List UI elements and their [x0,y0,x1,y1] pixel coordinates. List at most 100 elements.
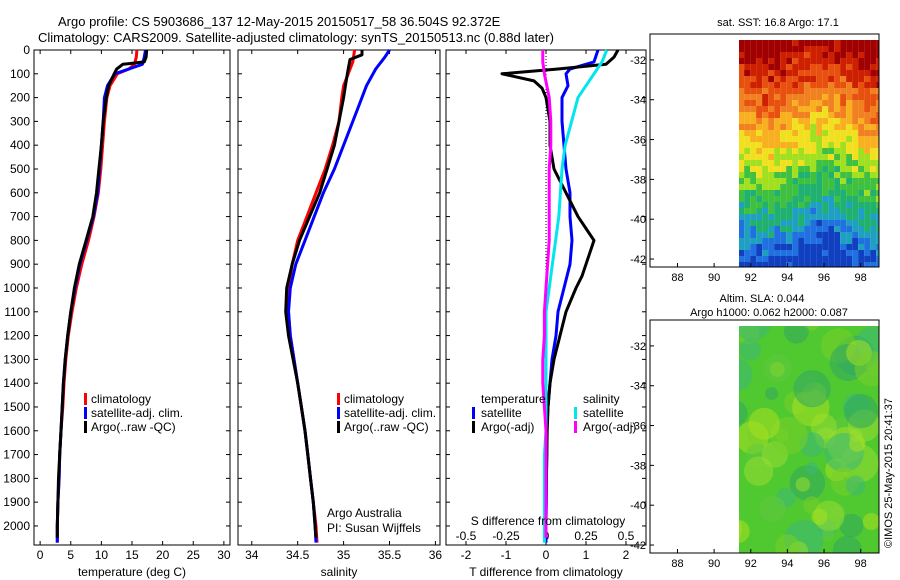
sst-cell [756,76,763,82]
sst-cell [768,262,775,267]
sst-cell [756,88,763,94]
sst-cell [810,142,817,148]
sst-cell [840,148,847,154]
sst-cell [816,214,823,220]
sst-cell [864,172,871,178]
legend-label: satellite [583,406,624,420]
sst-cell [798,154,805,160]
sst-cell [834,154,841,160]
sst-cell [828,88,835,94]
sst-cell [804,232,811,238]
sst-cell [774,262,781,267]
sst-cell [876,130,879,136]
sst-cell [816,190,823,196]
sst-cell [792,94,799,100]
sst-cell [852,184,859,190]
sst-cell [756,112,763,118]
sst-cell [852,46,859,52]
y-tick-label: 1500 [3,400,30,414]
sst-cell [846,94,853,100]
sst-cell [756,118,763,124]
sst-cell [780,112,787,118]
map-y-tick-label: -34 [630,95,646,107]
sst-cell [744,64,751,70]
map-y-tick-label: -36 [630,421,646,433]
sst-cell [774,40,781,46]
sst-cell [828,100,835,106]
sla-blob [854,351,879,387]
sst-cell [840,82,847,88]
sst-cell [762,166,769,172]
sst-cell [846,136,853,142]
sst-cell [739,94,745,100]
sst-cell [774,196,781,202]
sst-cell [739,40,745,46]
sst-cell [780,262,787,267]
sst-cell [834,100,841,106]
sst-cell [846,124,853,130]
sst-cell [798,226,805,232]
sst-cell [834,196,841,202]
sst-cell [810,70,817,76]
sst-cell [816,160,823,166]
sst-cell [864,232,871,238]
sst-cell [858,64,865,70]
sla-blob [862,513,879,530]
sst-cell [822,190,829,196]
sst-cell [810,106,817,112]
sst-cell [876,220,879,226]
legend-label: Argo(..raw -QC) [344,420,429,434]
sst-cell [816,256,823,262]
sst-cell [798,70,805,76]
sst-cell [804,220,811,226]
sst-cell [828,250,835,256]
sla-map-title: Altim. SLA: 0.044 [720,293,805,305]
y-tick-label: 1200 [3,329,30,343]
legend-swatch-argo [337,421,340,433]
sst-cell [774,124,781,130]
sst-cell [762,250,769,256]
sst-cell [792,208,799,214]
sst-cell [792,142,799,148]
sst-cell [816,202,823,208]
sst-cell [828,106,835,112]
sst-cell [840,46,847,52]
sst-cell [834,112,841,118]
sst-cell [876,112,879,118]
sst-cell [828,76,835,82]
sst-cell [822,184,829,190]
sst-cell [786,112,793,118]
sst-cell [756,58,763,64]
sst-cell [798,100,805,106]
sst-cell [744,118,751,124]
map-x-tick-label: 92 [745,272,757,284]
temperature-xlabel: temperature (deg C) [78,565,186,579]
sst-heatmap [739,40,879,267]
sst-cell [750,232,757,238]
sst-cell [870,190,877,196]
sst-cell [750,82,757,88]
sst-cell [786,64,793,70]
sst-cell [786,262,793,267]
sst-cell [756,256,763,262]
sst-cell [810,52,817,58]
sst-cell [864,142,871,148]
salinity-annotation-line-1: Argo Australia [327,506,402,520]
sst-cell [870,250,877,256]
sst-cell [774,136,781,142]
x-tick-label: 25 [187,548,201,562]
sst-cell [750,244,757,250]
sst-cell [768,40,775,46]
sst-cell [852,196,859,202]
sla-blob [775,534,800,553]
sla-blob [739,358,753,392]
sst-cell [804,208,811,214]
sla-blob [844,394,879,429]
sst-cell [810,148,817,154]
sst-cell [876,142,879,148]
sst-cell [798,112,805,118]
sst-cell [870,184,877,190]
x-tick-label: 34 [245,548,259,562]
sst-cell [739,154,745,160]
sst-cell [828,94,835,100]
